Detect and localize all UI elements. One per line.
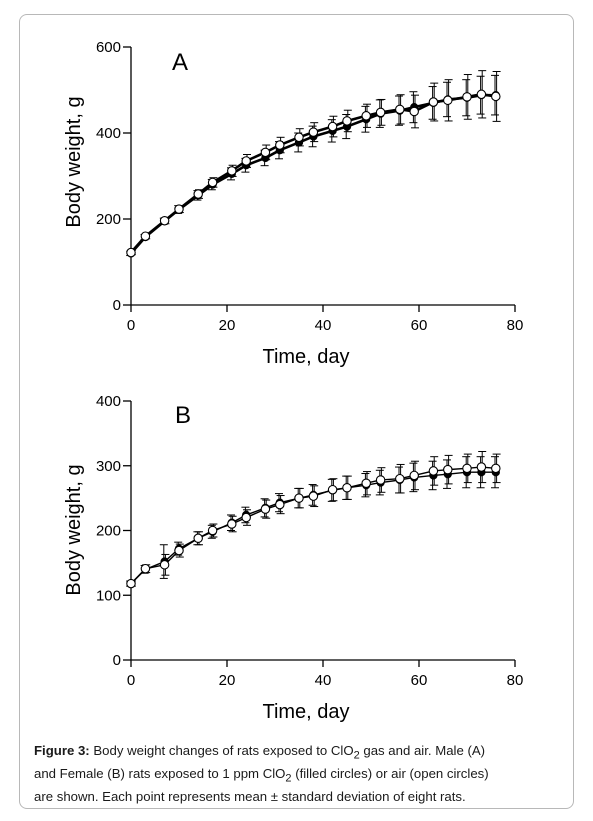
caption-text-2b: (filled circles) or air (open circles) [291,766,489,782]
data-point [294,493,304,503]
y-tick-label: 400 [96,125,121,142]
data-point [207,525,218,536]
y-tick-label: 300 [96,458,121,475]
caption-label: Figure 3: [34,743,90,758]
data-point [476,462,487,472]
x-tick-label: 0 [127,317,135,334]
y-tick-label: 100 [96,587,121,604]
x-tick-label: 80 [507,317,524,334]
x-tick-label: 60 [411,317,428,334]
data-point [491,91,501,102]
data-point [275,499,285,510]
data-point [308,491,319,501]
x-axis-title: Time, day [262,701,349,723]
caption-line-1: Figure 3: Body weight changes of rats ex… [34,742,564,765]
y-axis-title: Body weight, g [63,96,85,227]
x-tick-label: 40 [315,672,332,689]
x-tick-label: 80 [507,672,524,689]
y-axis-title: Body weight, g [63,464,85,595]
data-point [443,95,453,106]
data-point [174,204,184,214]
data-point [327,121,338,132]
y-tick-label: 0 [113,652,121,669]
data-point [462,92,472,102]
y-tick-label: 600 [96,39,121,56]
series-open-circle [126,70,501,258]
caption-text-1a: Body weight changes of rats exposed to C… [93,743,354,758]
data-point [207,177,218,188]
caption-sub-2: 2 [285,772,292,785]
y-tick-label: 200 [96,523,121,540]
y-tick-label: 200 [96,211,121,228]
series-open-circle [126,451,501,589]
data-point [126,247,136,258]
data-point [375,475,386,485]
series-line [130,93,496,254]
data-point [227,519,237,529]
data-point [159,560,170,570]
data-point [275,140,285,150]
data-point [361,111,371,121]
x-tick-label: 0 [127,672,135,689]
data-point [294,132,304,143]
panel-a: 0 200 400 600 0 20 40 60 80 Time, day Body weight,… [63,39,523,368]
panel-label: B [175,402,191,429]
data-point [395,104,405,115]
x-tick-label: 40 [315,317,332,334]
data-point [159,215,170,226]
data-point [409,470,419,481]
data-point [342,116,352,126]
data-point [443,464,453,475]
x-tick-label: 60 [411,672,428,689]
data-point [409,106,419,117]
data-point [241,156,251,166]
x-tick-label: 20 [219,672,236,689]
data-point [193,189,203,199]
data-point [428,466,439,476]
data-point [193,533,203,544]
data-point [260,504,271,514]
caption-line-3: are shown. Each point represents mean ± … [34,788,564,807]
data-point [428,97,439,107]
data-point [462,463,472,474]
y-tick-label: 0 [113,297,121,314]
y-tick-label: 400 [96,393,121,410]
data-point [126,578,136,589]
data-point [491,463,501,474]
series-filled-circle [126,456,500,588]
data-point [395,473,405,484]
x-tick-label: 20 [219,317,236,334]
data-point [260,147,271,158]
panel-label: A [172,49,188,76]
data-point [308,127,319,137]
data-point [140,563,151,574]
data-point [140,231,151,241]
data-point [241,512,251,523]
caption-line-2: and Female (B) rats exposed to 1 ppm ClO… [34,765,564,788]
data-point [227,166,237,176]
series-line [130,471,496,585]
data-point [342,483,352,493]
series-filled-circle [126,74,500,258]
data-point [361,478,371,488]
figure-frame [19,14,574,809]
caption-text-1b: gas and air. Male (A) [359,743,486,758]
data-point [174,545,184,556]
figure-caption: Figure 3: Body weight changes of rats ex… [34,742,564,807]
data-point [476,89,487,100]
caption-text-3: are shown. Each point represents mean ± … [34,789,466,805]
data-point [375,107,386,118]
panel-b: 0 100 200 300 400 0 20 40 60 80 Time, day Body weig… [63,393,523,723]
data-point [327,484,338,495]
x-axis-title: Time, day [262,346,349,368]
caption-sub-1: 2 [353,749,360,762]
caption-text-2a: and Female (B) rats exposed to 1 ppm ClO [34,766,286,782]
series-line [130,93,496,255]
